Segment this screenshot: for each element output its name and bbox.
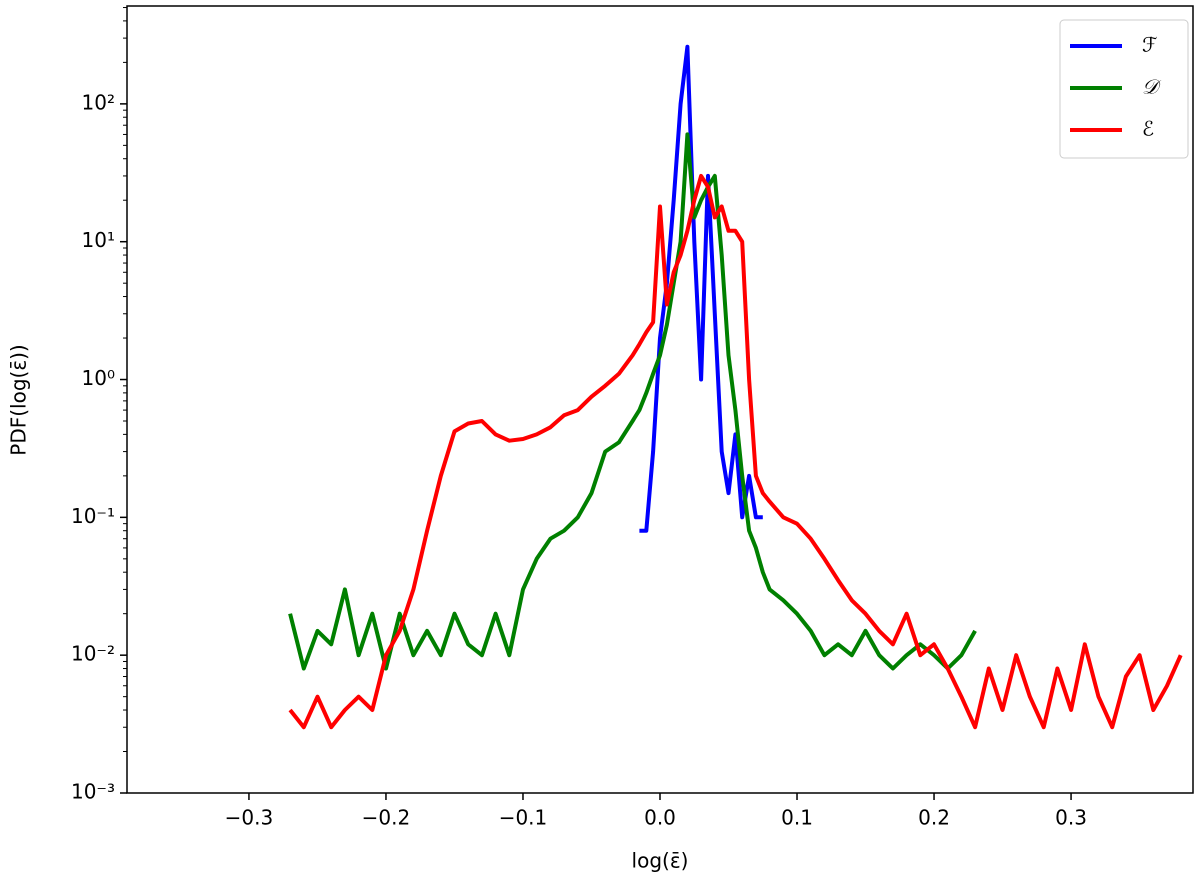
x-tick-label: 0.1 [781,806,813,830]
legend-label: 𝒟 [1142,75,1162,99]
y-tick-label: 10⁻² [71,642,115,666]
y-axis-label: PDF(log(ε̄)) [7,344,31,455]
y-tick-label: 10² [82,90,115,114]
x-axis-label: log(ε̄) [632,849,689,873]
y-tick-label: 10⁻¹ [71,504,115,528]
legend-box [1059,19,1189,159]
series-line [288,173,1183,730]
x-tick-label: 0.2 [918,806,950,830]
x-tick-label: −0.3 [225,806,274,830]
legend-label: ℰ [1142,117,1154,141]
x-tick-label: −0.1 [499,806,548,830]
legend-label: ℱ [1142,33,1158,57]
y-tick-label: 10⁻³ [71,780,115,804]
series-line [288,132,977,671]
plot-frame [126,5,1194,794]
x-tick-label: 0.3 [1055,806,1087,830]
series-line [639,44,763,533]
x-tick-label: −0.2 [362,806,411,830]
x-tick-label: 0.0 [644,806,676,830]
y-tick-label: 10¹ [82,228,115,252]
y-tick-label: 10⁰ [82,366,115,390]
